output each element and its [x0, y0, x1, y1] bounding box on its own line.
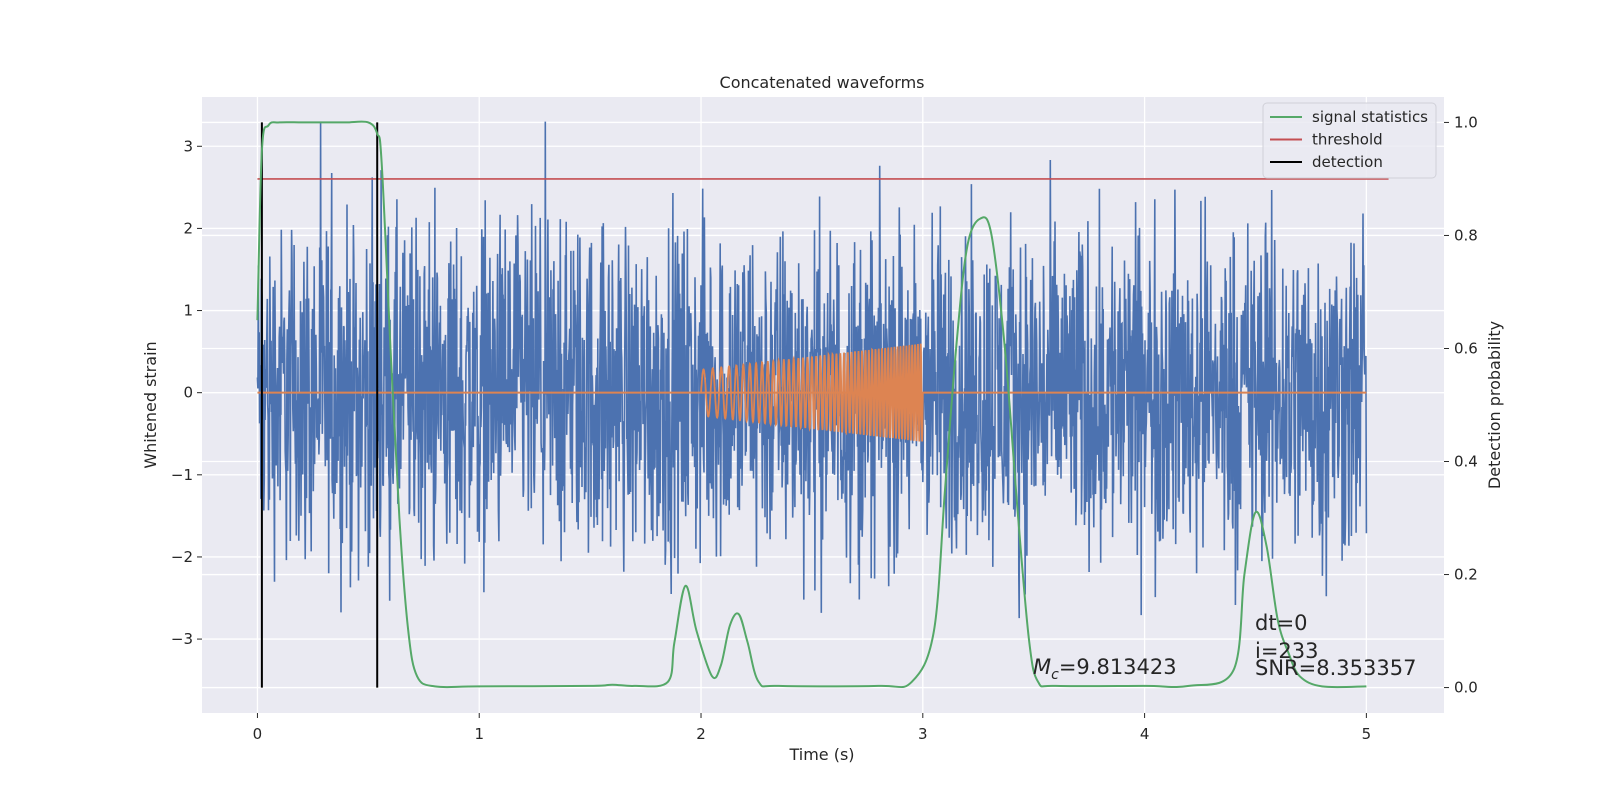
x-axis-label: Time (s)	[788, 745, 854, 764]
y-tick-label-1: −2	[171, 548, 193, 566]
chart-title: Concatenated waveforms	[720, 73, 925, 92]
y-axis-label: Whitened strain	[141, 341, 160, 468]
y2-tick-label-2: 0.4	[1454, 453, 1478, 471]
y2-axis-label: Detection probability	[1485, 321, 1504, 489]
legend-label-signal_statistics: signal statistics	[1312, 108, 1428, 126]
strain-line	[256, 121, 1368, 619]
i-annotation: i=233	[1255, 639, 1319, 663]
legend-box	[1262, 102, 1437, 179]
legend-label-detection: detection	[1312, 153, 1383, 171]
y-tick-label-0: −3	[171, 630, 193, 648]
snr-annotation: SNR=8.353357	[1255, 656, 1416, 680]
x-tick-label-2: 2	[696, 725, 706, 743]
signal-statistics-line	[256, 120, 1367, 689]
detection-series	[260, 122, 379, 688]
x-tick-label-4: 4	[1140, 725, 1150, 743]
dt-annotation: dt=0	[1255, 611, 1308, 635]
legend-label-threshold: threshold	[1312, 131, 1383, 149]
x-tick-label-5: 5	[1362, 725, 1372, 743]
y2-tick-label-4: 0.8	[1454, 226, 1478, 244]
strain-series	[256, 121, 1368, 619]
x-tick-label-3: 3	[918, 725, 928, 743]
x-tick-label-1: 1	[474, 725, 484, 743]
axis-ticks: 0 1 2 3 4 5 −3 −2 −1 0 1 2 3 0.0 0.2 0.4 0.6 0.8 1.0	[171, 113, 1478, 743]
template-chirp	[700, 343, 924, 442]
y-tick-label-5: 2	[183, 219, 193, 237]
y-tick-label-6: 3	[183, 137, 193, 155]
y-tick-label-3: 0	[183, 384, 193, 402]
signal-statistics-series	[256, 120, 1367, 689]
y-tick-label-4: 1	[183, 302, 193, 320]
y2-tick-label-0: 0.0	[1454, 679, 1478, 697]
template-series	[257, 343, 1367, 442]
y2-tick-label-1: 0.2	[1454, 566, 1478, 584]
mc-annotation: Mc=9.813423	[1033, 655, 1177, 683]
legend: signal statistics threshold detection	[1262, 102, 1437, 179]
x-tick-label-0: 0	[253, 725, 263, 743]
y-tick-label-2: −1	[171, 466, 193, 484]
y2-tick-label-5: 1.0	[1454, 113, 1478, 131]
y2-tick-label-3: 0.6	[1454, 339, 1478, 357]
